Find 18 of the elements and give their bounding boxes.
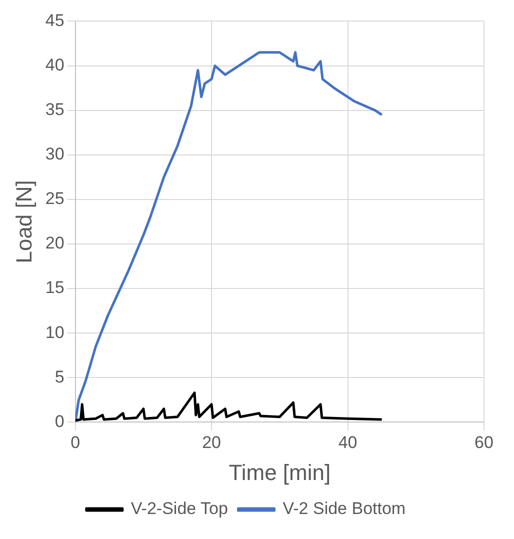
x-tick-label: 0 xyxy=(70,433,80,452)
x-tick-label: 40 xyxy=(338,433,358,452)
y-tick-label: 5 xyxy=(54,367,64,386)
y-tick-label: 0 xyxy=(54,412,64,431)
y-tick-label: 10 xyxy=(45,322,64,342)
x-axis-title: Time [min] xyxy=(228,460,331,485)
y-tick-label: 40 xyxy=(45,55,64,74)
y-tick-label: 35 xyxy=(45,100,64,119)
y-tick-label: 20 xyxy=(45,234,64,253)
legend-label: V-2-Side Top xyxy=(130,499,228,518)
y-tick-label: 25 xyxy=(45,189,64,208)
x-tick-label: 60 xyxy=(474,433,494,452)
y-tick-label: 45 xyxy=(45,10,64,30)
x-tick-label: 20 xyxy=(202,433,221,452)
y-tick-label: 30 xyxy=(45,144,64,164)
y-axis-title: Load [N] xyxy=(11,180,36,264)
legend-label: V-2 Side Bottom xyxy=(282,499,406,518)
y-tick-label: 15 xyxy=(45,278,64,298)
